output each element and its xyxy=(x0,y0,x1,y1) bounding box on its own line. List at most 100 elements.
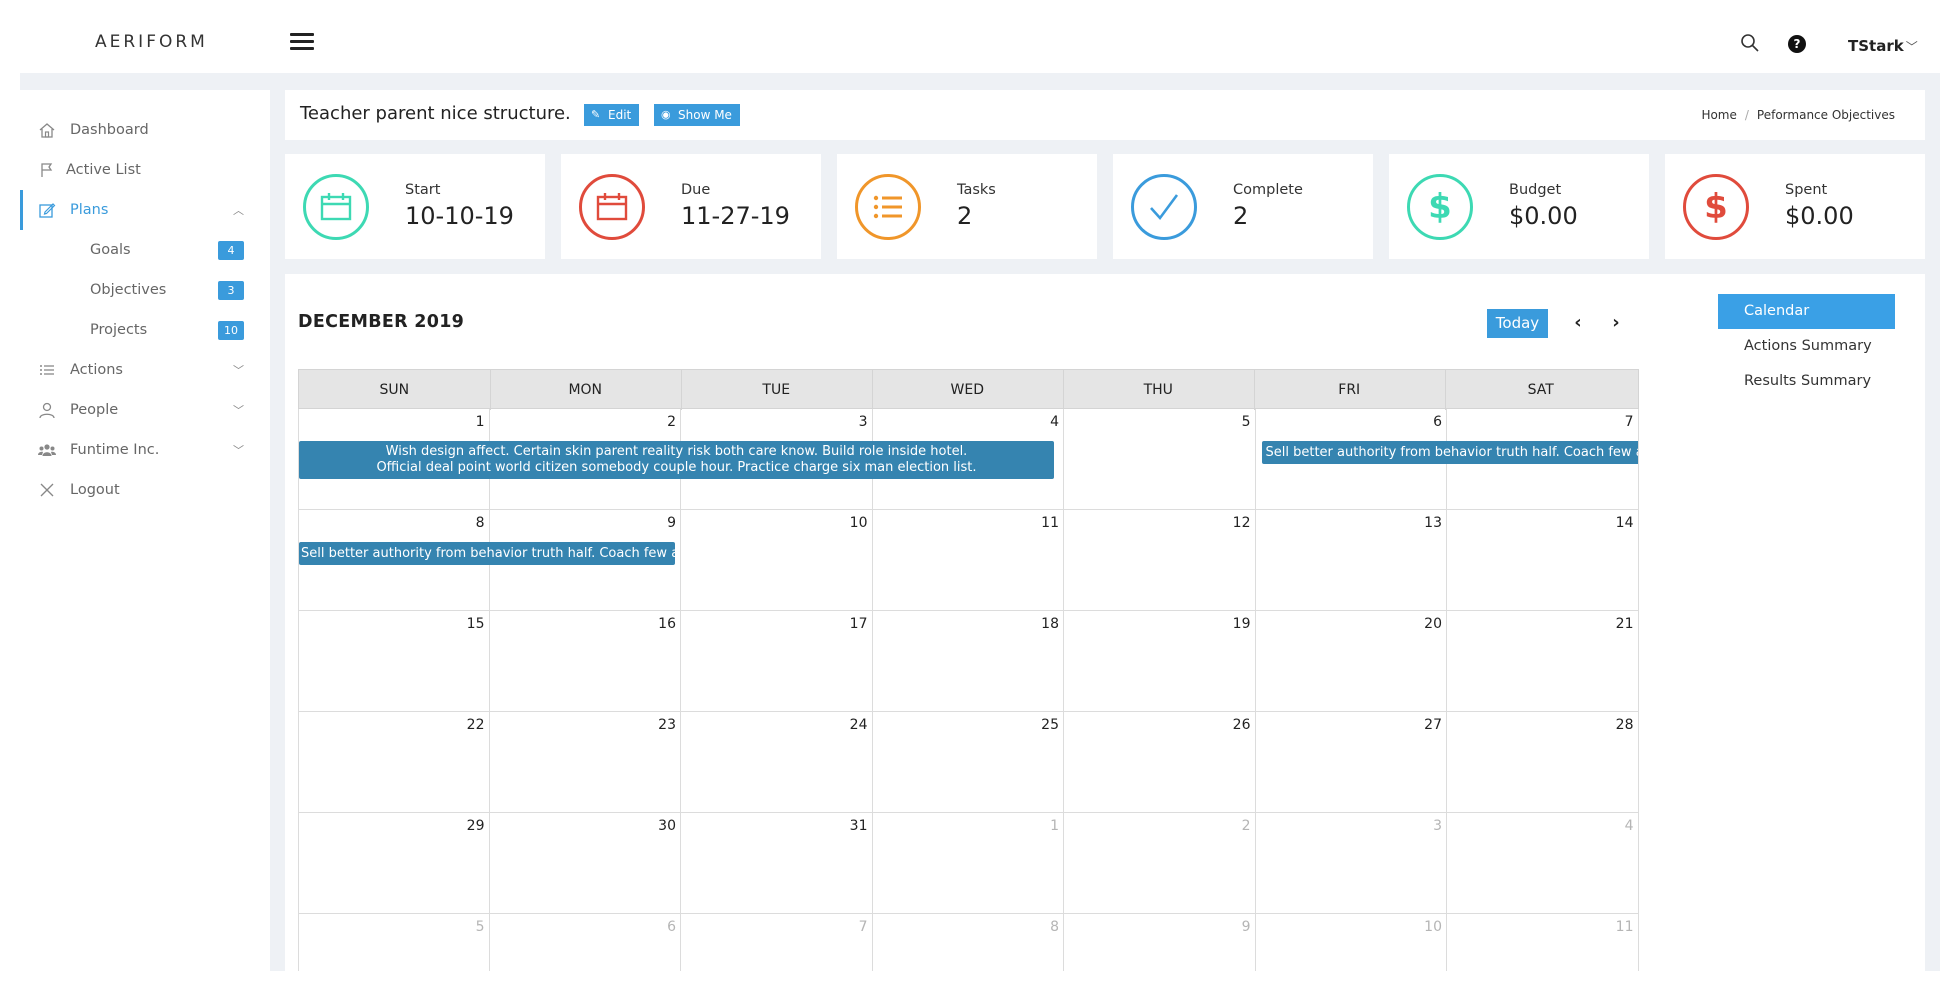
chevron-up-icon[interactable]: ︿ xyxy=(233,204,244,217)
calendar-day-cell[interactable]: 5 xyxy=(298,914,490,971)
chevron-down-icon[interactable]: ﹀ xyxy=(233,444,244,457)
calendar-day-cell[interactable]: 9 xyxy=(1064,914,1256,971)
dow-mon: MON xyxy=(490,370,682,410)
day-number: 31 xyxy=(849,818,868,834)
sidebar-item-actions[interactable]: Actions ﹀ xyxy=(20,350,270,390)
stat-label: Spent xyxy=(1785,182,1828,198)
calendar-day-cell[interactable]: 13 xyxy=(1255,510,1447,611)
help-icon[interactable]: ? xyxy=(1788,35,1806,53)
day-number: 23 xyxy=(658,717,676,733)
calendar-event[interactable]: Sell better authority from behavior trut… xyxy=(1261,441,1638,464)
calendar-day-cell[interactable]: 19 xyxy=(1064,611,1256,712)
sidebar-subitem-goals[interactable]: Goals 4 xyxy=(70,230,250,270)
prev-month-button[interactable]: ‹ xyxy=(1574,312,1582,333)
calendar-day-cell[interactable]: 8 xyxy=(873,914,1064,971)
dollar-icon: $ xyxy=(1407,174,1473,240)
sidebar-subitem-objectives[interactable]: Objectives 3 xyxy=(70,270,250,310)
calendar-day-cell[interactable]: 7 xyxy=(681,914,873,971)
calendar-day-cell[interactable]: 4 xyxy=(872,409,1064,510)
list-icon xyxy=(40,365,54,375)
stat-card-start: Start 10-10-19 xyxy=(285,154,545,259)
app-logo[interactable]: AERIFORM xyxy=(95,32,208,52)
tab-results-summary[interactable]: Results Summary xyxy=(1744,373,1872,389)
calendar-day-cell[interactable]: 9 xyxy=(489,510,681,611)
breadcrumb-home[interactable]: Home xyxy=(1701,108,1737,122)
calendar-day-cell[interactable]: 2 xyxy=(1064,813,1256,914)
calendar-day-cell[interactable]: 12 xyxy=(1064,510,1256,611)
calendar-day-cell[interactable]: 21 xyxy=(1447,611,1639,712)
calendar-day-cell[interactable]: 24 xyxy=(681,712,873,813)
calendar-day-cell[interactable]: 31 xyxy=(681,813,873,914)
calendar-day-cell[interactable]: 6 xyxy=(490,914,681,971)
sidebar-item-logout[interactable]: Logout xyxy=(20,470,270,510)
users-icon xyxy=(38,444,56,456)
calendar-day-cell[interactable]: 10 xyxy=(1256,914,1447,971)
day-number: 29 xyxy=(466,818,485,834)
day-number: 2 xyxy=(1241,818,1251,834)
calendar-day-cell[interactable]: 1 xyxy=(872,813,1064,914)
day-number: 8 xyxy=(475,515,485,531)
sidebar-item-dashboard[interactable]: Dashboard xyxy=(20,110,270,150)
today-button[interactable]: Today xyxy=(1487,309,1548,338)
calendar-day-cell[interactable]: 17 xyxy=(681,611,873,712)
calendar-day-cell[interactable]: 25 xyxy=(872,712,1064,813)
calendar-day-cell[interactable]: 7 xyxy=(1447,409,1639,510)
calendar-day-cell[interactable]: 14 xyxy=(1447,510,1639,611)
calendar-day-cell[interactable]: 29 xyxy=(298,813,490,914)
edit-button[interactable]: ✎ Edit xyxy=(584,104,640,126)
calendar-day-cell[interactable]: 16 xyxy=(489,611,681,712)
show-me-button[interactable]: ◉ Show Me xyxy=(654,104,740,126)
chevron-down-icon[interactable]: ﹀ xyxy=(233,364,244,377)
calendar-day-cell[interactable]: 11 xyxy=(872,510,1064,611)
check-icon xyxy=(1131,174,1197,240)
user-menu[interactable]: TStark ﹀ xyxy=(1848,37,1918,55)
calendar-day-cell[interactable]: 22 xyxy=(298,712,490,813)
day-number: 22 xyxy=(466,717,485,733)
sidebar-item-plans[interactable]: Plans ︿ xyxy=(20,190,270,230)
user-name: TStark xyxy=(1848,37,1904,55)
stat-label: Tasks xyxy=(957,182,996,198)
calendar-day-cell[interactable]: 10 xyxy=(681,510,873,611)
sidebar-item-people[interactable]: People ﹀ xyxy=(20,390,270,430)
sidebar-item-label: Logout xyxy=(70,482,120,498)
calendar-icon xyxy=(579,174,645,240)
flag-icon xyxy=(41,163,53,177)
calendar-day-cell[interactable]: 23 xyxy=(489,712,681,813)
sidebar-item-funtime[interactable]: Funtime Inc. ﹀ xyxy=(20,430,270,470)
calendar-day-cell[interactable]: 3 xyxy=(1255,813,1447,914)
tab-actions-summary[interactable]: Actions Summary xyxy=(1744,338,1872,354)
tab-calendar[interactable]: Calendar xyxy=(1718,294,1895,329)
calendar-day-cell[interactable]: 26 xyxy=(1064,712,1256,813)
calendar-day-cell[interactable]: 20 xyxy=(1255,611,1447,712)
day-number: 1 xyxy=(475,414,485,430)
calendar-day-cell[interactable]: 15 xyxy=(298,611,490,712)
day-number: 10 xyxy=(1424,919,1442,935)
page-title: Teacher parent nice structure. xyxy=(300,103,571,124)
stat-card-due: Due 11-27-19 xyxy=(561,154,821,259)
dow-wed: WED xyxy=(872,370,1064,410)
chevron-down-icon[interactable]: ﹀ xyxy=(233,404,244,417)
calendar-day-cell[interactable]: 30 xyxy=(489,813,681,914)
day-number: 5 xyxy=(1241,414,1251,430)
menu-toggle-icon[interactable] xyxy=(290,33,314,51)
count-badge: 10 xyxy=(218,321,244,340)
stat-value: $0.00 xyxy=(1509,202,1578,230)
search-icon[interactable] xyxy=(1740,33,1760,53)
next-month-button[interactable]: › xyxy=(1612,312,1620,333)
sidebar-subitem-projects[interactable]: Projects 10 xyxy=(70,310,250,350)
sidebar-item-active-list[interactable]: Active List xyxy=(20,150,270,190)
calendar-day-cell[interactable]: 5 xyxy=(1064,409,1256,510)
calendar-day-cell[interactable]: 28 xyxy=(1447,712,1639,813)
day-number: 8 xyxy=(1050,919,1059,935)
calendar-day-cell[interactable]: 27 xyxy=(1255,712,1447,813)
calendar-event[interactable]: Wish design affect. Certain skin parent … xyxy=(299,441,1054,479)
sidebar-item-label: People xyxy=(70,402,119,418)
sidebar-item-label: Dashboard xyxy=(70,122,149,138)
calendar-event[interactable]: Sell better authority from behavior trut… xyxy=(299,542,675,565)
calendar-day-cell[interactable]: 4 xyxy=(1447,813,1639,914)
edit-icon xyxy=(39,203,56,218)
calendar-panel: DECEMBER 2019 Today ‹ › SUN MON TUE WED … xyxy=(285,274,1925,971)
event-text: Official deal point world citizen somebo… xyxy=(376,460,977,475)
calendar-day-cell[interactable]: 11 xyxy=(1447,914,1639,971)
calendar-day-cell[interactable]: 18 xyxy=(872,611,1064,712)
